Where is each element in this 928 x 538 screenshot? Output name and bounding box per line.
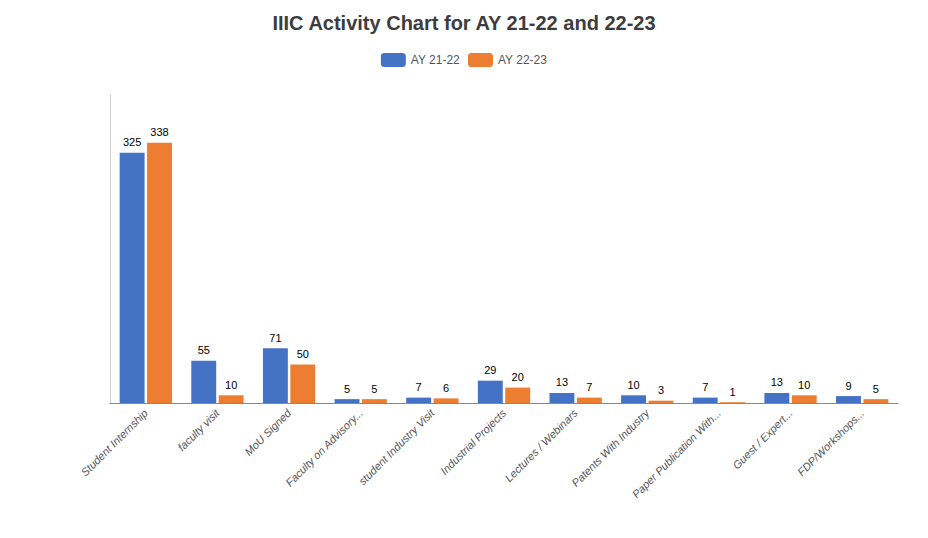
svg-text:5: 5 <box>873 383 879 395</box>
svg-text:1: 1 <box>730 386 736 398</box>
svg-text:AY 21-22: AY 21-22 <box>411 53 460 67</box>
svg-text:3: 3 <box>658 384 664 396</box>
svg-text:faculty visit: faculty visit <box>175 406 222 453</box>
svg-text:7: 7 <box>416 381 422 393</box>
svg-text:AY 22-23: AY 22-23 <box>498 53 547 67</box>
svg-text:71: 71 <box>269 332 281 344</box>
svg-text:7: 7 <box>702 381 708 393</box>
svg-text:IIIC Activity Chart for AY 21-: IIIC Activity Chart for AY 21-22 and 22-… <box>272 12 655 34</box>
svg-text:Industrial Projects: Industrial Projects <box>438 406 509 477</box>
svg-text:338: 338 <box>150 126 168 138</box>
svg-text:20: 20 <box>512 371 524 383</box>
svg-text:5: 5 <box>344 383 350 395</box>
svg-text:13: 13 <box>771 376 783 388</box>
svg-text:9: 9 <box>845 380 851 392</box>
svg-text:13: 13 <box>556 376 568 388</box>
svg-text:10: 10 <box>225 379 237 391</box>
svg-text:55: 55 <box>198 344 210 356</box>
svg-text:29: 29 <box>484 364 496 376</box>
svg-text:6: 6 <box>443 382 449 394</box>
svg-text:Paper Publication With...: Paper Publication With... <box>630 407 723 500</box>
svg-text:Faculty on Advisory...: Faculty on Advisory... <box>283 407 365 489</box>
svg-text:50: 50 <box>297 348 309 360</box>
svg-text:Student Internship: Student Internship <box>79 407 151 479</box>
svg-text:MoU Signed: MoU Signed <box>242 406 294 458</box>
svg-text:student Industry Visit: student Industry Visit <box>356 406 437 487</box>
svg-text:5: 5 <box>371 383 377 395</box>
svg-text:Patents With Industry: Patents With Industry <box>569 406 652 489</box>
svg-text:10: 10 <box>627 379 639 391</box>
svg-text:325: 325 <box>123 136 141 148</box>
svg-text:10: 10 <box>798 379 810 391</box>
svg-text:Guest / Expert...: Guest / Expert... <box>730 407 795 472</box>
svg-text:Lectures / Webinars: Lectures / Webinars <box>502 406 580 484</box>
svg-text:FDP/Workshops...: FDP/Workshops... <box>795 407 867 479</box>
svg-text:7: 7 <box>586 381 592 393</box>
